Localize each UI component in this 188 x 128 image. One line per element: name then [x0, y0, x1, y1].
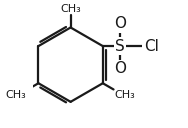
Text: CH₃: CH₃	[115, 90, 136, 100]
Text: S: S	[115, 39, 125, 54]
Text: CH₃: CH₃	[6, 90, 26, 100]
Text: O: O	[114, 61, 126, 76]
Text: CH₃: CH₃	[60, 4, 81, 14]
Text: Cl: Cl	[144, 39, 158, 54]
Text: O: O	[114, 16, 126, 31]
